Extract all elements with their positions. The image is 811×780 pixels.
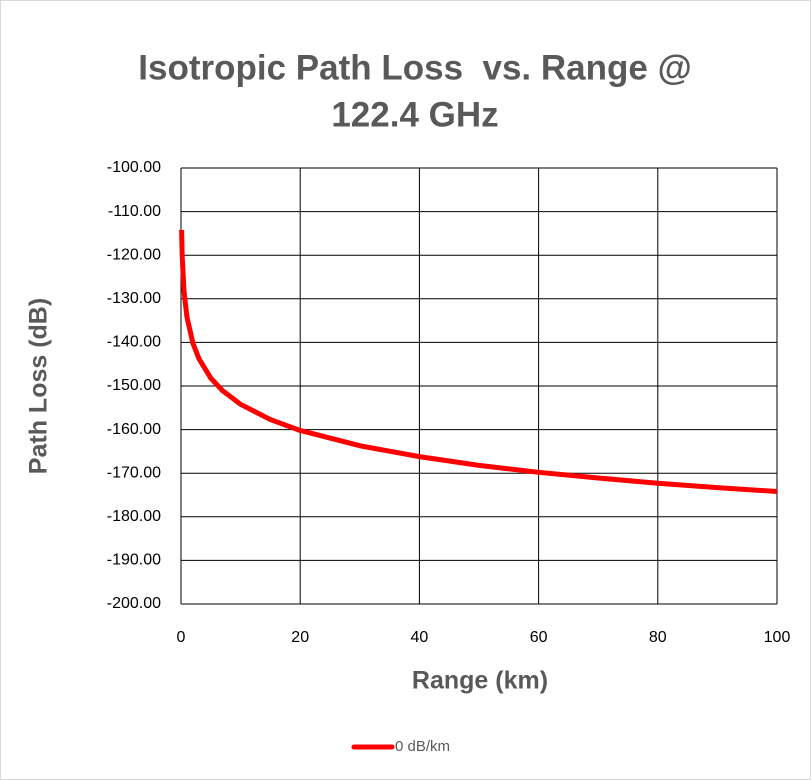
x-tick-label: 100 xyxy=(764,629,791,646)
legend-label: 0 dB/km xyxy=(395,738,450,755)
x-tick-label: 0 xyxy=(177,629,186,646)
y-tick-label: -110.00 xyxy=(108,203,161,220)
x-tick-label: 20 xyxy=(291,629,309,646)
y-tick-label: -190.00 xyxy=(107,552,161,569)
y-tick-label: -170.00 xyxy=(107,464,161,481)
y-tick-label: -200.00 xyxy=(107,595,161,612)
line-series xyxy=(179,229,778,495)
y-tick-label: -180.00 xyxy=(107,508,161,525)
y-tick-label: -130.00 xyxy=(107,290,161,307)
x-tick-label: 40 xyxy=(411,629,429,646)
chart-title: Isotropic Path Loss vs. Range @ xyxy=(138,48,691,87)
x-tick-label: 60 xyxy=(530,629,548,646)
x-axis-title: Range (km) xyxy=(412,667,548,695)
y-tick-label: -120.00 xyxy=(107,246,161,263)
y-tick-label: -150.00 xyxy=(107,377,161,394)
y-tick-label: -100.00 xyxy=(107,159,161,176)
x-tick-label: 80 xyxy=(649,629,667,646)
y-tick-label: -140.00 xyxy=(107,334,161,351)
y-tick-label: -160.00 xyxy=(107,421,161,438)
y-axis-title: Path Loss (dB) xyxy=(25,298,53,474)
chart-title: 122.4 GHz xyxy=(331,95,498,134)
